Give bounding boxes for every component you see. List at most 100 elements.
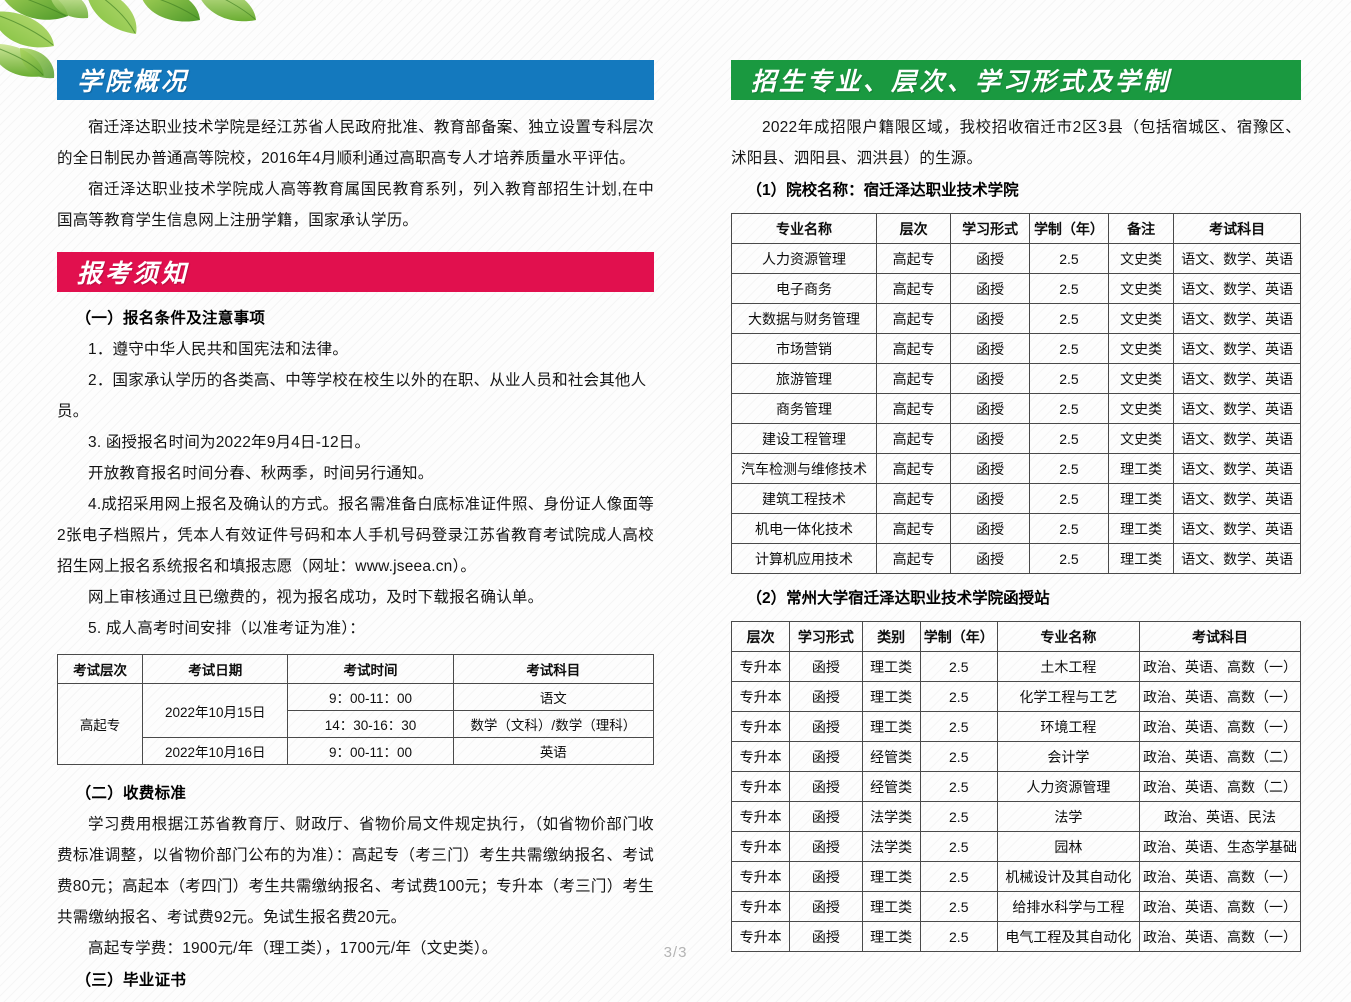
notice-item-confirmation: 网上审核通过且已缴费的，视为报名成功，及时下载报名确认单。 [88,589,544,606]
left-column: 学院概况 宿迁泽达职业技术学院是经江苏省人民政府批准、教育部备案、独立设置专科层… [56,60,655,1002]
section-banner-majors: 招生专业、层次、学习形式及学制 [731,60,1301,100]
cell-remark: 理工类 [1107,483,1175,514]
cell-major: 给排水科学与工程 [996,891,1141,922]
overview-paragraph-1: 宿迁泽达职业技术学院是经江苏省人民政府批准、教育部备案、独立设置专科层次的全日制… [57,119,654,167]
column-header-level: 层次 [875,213,952,244]
table-row: 建筑工程技术 高起专 函授 2.5 理工类 语文、数学、英语 [731,483,1301,514]
cell-category: 理工类 [861,921,921,952]
cell-subjects: 语文、数学、英语 [1173,513,1301,544]
cell-major: 商务管理 [731,393,877,424]
notice-item-open-education: 开放教育报名时间分春、秋两季，时间另行通知。 [88,465,434,482]
fee-paragraph-1: 学习费用根据江苏省教育厅、财政厅、省物价局文件规定执行，（如省物价部门收费标准调… [57,816,654,926]
cell-subjects: 语文、数学、英语 [1173,273,1301,304]
page-number: 3/3 [663,944,688,961]
cell-major: 机电一体化技术 [731,513,877,544]
column-header-duration: 学制（年） [919,621,998,652]
cell-subjects: 语文、数学、英语 [1173,243,1301,274]
cell-category: 经管类 [861,771,921,802]
cell-time: 9：00-11：00 [287,737,454,765]
column-header-remark: 备注 [1107,213,1175,244]
table-row: 专升本 函授 理工类 2.5 化学工程与工艺 政治、英语、高数（一） [730,681,1301,712]
cell-subjects: 政治、英语、高数（一） [1139,711,1301,742]
cell-mode: 函授 [789,921,863,952]
cell-level: 专升本 [730,711,791,742]
cell-subjects: 语文、数学、英语 [1173,423,1301,454]
column-header-date: 考试日期 [142,654,289,684]
cell-major: 法学 [996,801,1141,832]
table-header-row: 层次 学习形式 类别 学制（年） 专业名称 考试科目 [730,621,1301,652]
table-row: 电子商务 高起专 函授 2.5 文史类 语文、数学、英语 [731,273,1301,304]
table-row: 专升本 函授 理工类 2.5 土木工程 政治、英语、高数（一） [730,651,1301,682]
overview-body: 宿迁泽达职业技术学院是经江苏省人民政府批准、教育部备案、独立设置专科层次的全日制… [57,112,654,236]
exam-schedule-table: 考试层次 考试日期 考试时间 考试科目 高起专 2022年10月15日 9：00… [56,654,655,765]
notice-section-two-heading: （二）收费标准 [75,785,187,802]
table-row: 专升本 函授 经管类 2.5 会计学 政治、英语、高数（二） [730,741,1301,772]
table-row: 机电一体化技术 高起专 函授 2.5 理工类 语文、数学、英语 [731,513,1301,544]
cell-duration: 2.5 [1028,363,1110,394]
cell-major: 电子商务 [731,273,877,304]
cell-level: 高起专 [56,683,144,765]
cell-level: 高起专 [875,423,952,454]
cell-time: 9：00-11：00 [287,683,454,711]
table-header-row: 专业名称 层次 学习形式 学制（年） 备注 考试科目 [731,213,1301,244]
cell-subjects: 语文、数学、英语 [1173,363,1301,394]
cell-level: 专升本 [730,831,791,862]
cell-subjects: 语文、数学、英语 [1173,543,1301,574]
table-row: 高起专 2022年10月15日 9：00-11：00 语文 [56,683,655,765]
cell-date-oct15: 2022年10月15日 [142,683,289,738]
cell-mode: 函授 [950,273,1030,304]
column-header-subjects: 考试科目 [1139,621,1301,652]
majors-intro-body: 2022年成招限户籍限区域，我校招收宿迁市2区3县（包括宿城区、宿豫区、沭阳县、… [731,112,1301,174]
station-majors-table: 层次 学习形式 类别 学制（年） 专业名称 考试科目 专升本 函授 理工类 2.5 土木… [730,621,1301,952]
college-table-title: （1）院校名称：宿迁泽达职业技术学院 [746,182,1019,199]
cell-major: 园林 [996,831,1141,862]
cell-subjects: 语文、数学、英语 [1173,333,1301,364]
notice-item-5: 5. 成人高考时间安排（以准考证为准）： [88,620,365,637]
cell-level: 高起专 [875,483,952,514]
cell-duration: 2.5 [919,891,998,922]
cell-subjects: 语文、数学、英语 [1173,483,1301,514]
cell-duration: 2.5 [1028,273,1110,304]
cell-mode: 函授 [789,891,863,922]
section-banner-notice: 报考须知 [57,252,654,292]
section-banner-overview: 学院概况 [57,60,654,100]
cell-major: 人力资源管理 [731,243,877,274]
cell-level: 专升本 [730,801,791,832]
college-majors-table: 专业名称 层次 学习形式 学制（年） 备注 考试科目 人力资源管理 高起专 函授 2.… [731,213,1301,574]
overview-paragraph-2: 宿迁泽达职业技术学院成人高等教育属国民教育系列，列入教育部招生计划,在中国高等教… [57,181,654,229]
cell-category: 理工类 [861,711,921,742]
table-row: 建设工程管理 高起专 函授 2.5 文史类 语文、数学、英语 [731,423,1301,454]
cell-duration: 2.5 [919,741,998,772]
cell-major: 计算机应用技术 [731,543,877,574]
cell-mode: 函授 [950,543,1030,574]
cell-major: 汽车检测与维修技术 [731,453,877,484]
cell-major: 旅游管理 [731,363,877,394]
cell-subjects: 政治、英语、高数（二） [1139,741,1301,772]
cell-level: 专升本 [730,921,791,952]
cell-mode: 函授 [950,303,1030,334]
table-row: 汽车检测与维修技术 高起专 函授 2.5 理工类 语文、数学、英语 [731,453,1301,484]
cell-level: 高起专 [875,363,952,394]
cell-subjects: 政治、英语、高数（二） [1139,771,1301,802]
cell-subject: 英语 [452,737,655,765]
cell-duration: 2.5 [1028,513,1110,544]
cell-duration: 2.5 [919,801,998,832]
table-row: 商务管理 高起专 函授 2.5 文史类 语文、数学、英语 [731,393,1301,424]
cell-mode: 函授 [789,861,863,892]
cell-category: 理工类 [861,651,921,682]
diploma-paragraph: 考生经各省考试院批准录取并注册学籍后，修完教学计划所规定的全部课程且成绩合格，由… [57,996,654,1002]
cell-major: 化学工程与工艺 [996,681,1141,712]
cell-time: 14：30-16：30 [287,710,454,738]
notice-section-two: （二）收费标准 学习费用根据江苏省教育厅、财政厅、省物价局文件规定执行，（如省物… [57,779,654,964]
cell-major: 土木工程 [996,651,1141,682]
cell-subjects: 语文、数学、英语 [1173,303,1301,334]
cell-major: 建筑工程技术 [731,483,877,514]
cell-mode: 函授 [789,771,863,802]
cell-level: 高起专 [875,453,952,484]
cell-mode: 函授 [789,741,863,772]
table-header-row: 考试层次 考试日期 考试时间 考试科目 [56,654,655,684]
cell-level: 专升本 [730,771,791,802]
cell-major: 人力资源管理 [996,771,1141,802]
cell-remark: 文史类 [1107,333,1175,364]
cell-subjects: 政治、英语、高数（一） [1139,681,1301,712]
